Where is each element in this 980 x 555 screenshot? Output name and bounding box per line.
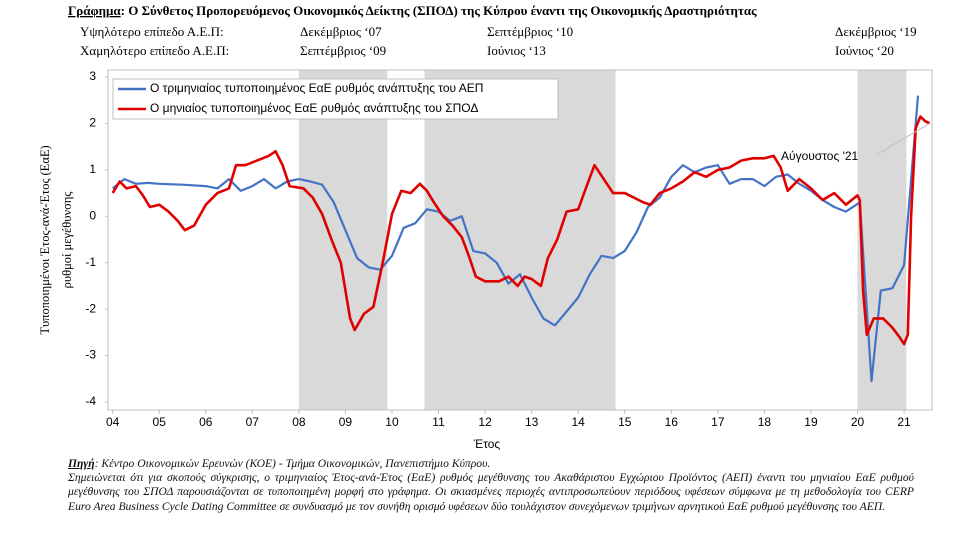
y-tick-label: 3 [89, 69, 96, 83]
y-tick-label: -2 [85, 301, 96, 315]
title-text: : Ο Σύνθετος Προπορευόμενος Οικονομικός … [121, 3, 758, 18]
header-cell: Ιούνιος ‘13 [487, 43, 546, 58]
y-tick-label: 2 [89, 116, 96, 130]
x-tick-label: 09 [339, 415, 353, 429]
annotation: Αύγουστος '21 [781, 149, 859, 163]
x-tick-label: 11 [432, 415, 445, 429]
title-label: Γράφημα [68, 3, 121, 18]
x-tick-label: 12 [478, 415, 492, 429]
header-cell: Σεπτέμβριος ‘10 [487, 24, 573, 39]
header-cell: Δεκέμβριος ‘19 [835, 24, 917, 39]
y-tick-label: 1 [89, 162, 96, 176]
x-tick-label: 17 [711, 415, 725, 429]
y-tick-label: -3 [85, 348, 96, 362]
plot-frame [107, 69, 933, 411]
chart: Γράφημα: Ο Σύνθετος Προπορευόμενος Οικον… [38, 3, 933, 451]
x-tick-label: 19 [804, 415, 818, 429]
annotation-leader [875, 122, 930, 156]
recession-shade [857, 70, 907, 410]
x-tick-label: 14 [572, 415, 586, 429]
recession-shade [424, 70, 616, 410]
plot [111, 70, 931, 410]
x-tick-label: 10 [385, 415, 399, 429]
header-cell: Υψηλότερο επίπεδο Α.Ε.Π: [80, 24, 224, 39]
header-cell: Ιούνιος ‘20 [835, 43, 894, 58]
source: Πηγή: Κέντρο Οικονομικών Ερευνών (ΚΟΕ) -… [68, 457, 914, 471]
x-tick-label: 06 [199, 415, 213, 429]
header-cell: Δεκέμβριος ‘07 [300, 24, 382, 39]
x-tick-label: 05 [153, 415, 167, 429]
series-line [111, 115, 931, 346]
source-text: : Κέντρο Οικονομικών Ερευνών (ΚΟΕ) - Τμή… [94, 457, 491, 470]
x-tick-label: 07 [246, 415, 260, 429]
header-cell: Χαμηλότερο επίπεδο Α.Ε.Π: [80, 43, 229, 58]
y-tick-label: 0 [89, 208, 96, 222]
x-tick-label: 08 [292, 415, 306, 429]
x-tick-label: 18 [758, 415, 772, 429]
source-label: Πηγή [68, 457, 95, 470]
legend-label: Ο τριμηνιαίος τυποποιημένος ΕαΕ ρυθμός α… [150, 81, 483, 95]
x-tick-label: 04 [106, 415, 120, 429]
chart-title: Γράφημα: Ο Σύνθετος Προπορευόμενος Οικον… [68, 3, 757, 18]
x-tick-label: 15 [618, 415, 632, 429]
legend-label: Ο μηνιαίος τυποποιημένος ΕαΕ ρυθμός ανάπ… [150, 101, 478, 115]
header-cell: Σεπτέμβριος ‘09 [300, 43, 386, 58]
y-axis-label: Τυποποιημένοι Έτος-ανά-Έτος (ΕαΕ) [38, 145, 52, 334]
x-tick-label: 20 [851, 415, 865, 429]
x-tick-label: 13 [525, 415, 539, 429]
notes: Πηγή: Κέντρο Οικονομικών Ερευνών (ΚΟΕ) -… [68, 457, 914, 514]
legend: Ο τριμηνιαίος τυποποιημένος ΕαΕ ρυθμός α… [112, 78, 559, 120]
note: Σημειώνεται ότι για σκοπούς σύγκρισης, ο… [68, 471, 914, 513]
x-tick-label: 16 [665, 415, 679, 429]
y-tick-label: -1 [85, 255, 96, 269]
legend-box [112, 78, 559, 120]
x-axis-label: Έτος [473, 437, 501, 451]
y-axis-label: ρυθμοί μεγέθυνσης [60, 192, 74, 289]
series-line [112, 95, 920, 383]
y-tick-label: -4 [85, 394, 96, 408]
recession-shade [298, 70, 388, 410]
x-tick-label: 21 [897, 415, 911, 429]
